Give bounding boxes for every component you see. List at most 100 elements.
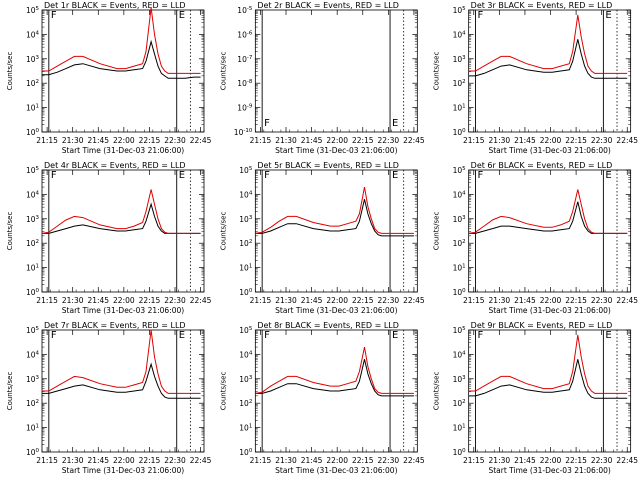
y-axis-label: Counts/sec: [433, 52, 441, 91]
x-tick-label: 22:45: [616, 296, 638, 305]
plot-frame: [41, 169, 205, 293]
y-tick-label: 105: [239, 166, 253, 175]
marker-label-f: F: [264, 330, 270, 341]
x-tick-label: 21:15: [36, 296, 58, 305]
x-tick-label: 22:15: [139, 136, 161, 145]
y-axis-label: Counts/sec: [433, 212, 441, 251]
x-tick-label: 21:30: [62, 456, 84, 465]
x-tick-label: 22:00: [540, 136, 562, 145]
x-tick-label: 22:15: [139, 296, 161, 305]
x-tick-label: 22:30: [164, 136, 186, 145]
detector-panel-det7: Det 7r BLACK = Events, RED = LLD 100 101 10…: [6, 321, 212, 475]
y-tick-label: 103: [26, 55, 40, 64]
x-tick-label: 21:45: [514, 296, 536, 305]
y-tick-label: 101: [453, 424, 466, 433]
panel-title: Det 8r BLACK = Events, RED = LLD: [257, 321, 399, 330]
y-tick-label: 103: [453, 375, 467, 384]
marker-label-f: F: [264, 118, 270, 129]
series-line-events: [255, 359, 414, 397]
x-axis-label: Start Time (31-Dec-03 21:06:00): [275, 466, 397, 475]
y-tick-label: 105: [453, 166, 467, 175]
marker-label-e: E: [605, 10, 611, 21]
y-tick-label: 102: [239, 239, 252, 248]
plot-frame: [254, 169, 418, 293]
y-tick-label: 104: [453, 190, 467, 199]
x-tick-label: 22:15: [565, 296, 587, 305]
series-line-lld: [468, 189, 628, 234]
x-tick-label: 21:30: [62, 136, 84, 145]
x-axis-label: Start Time (31-Dec-03 21:06:00): [488, 306, 610, 315]
x-tick-label: 21:45: [87, 136, 109, 145]
x-tick-label: 22:45: [616, 136, 638, 145]
y-tick-label: 101: [26, 264, 39, 273]
y-tick-label: 100: [239, 448, 253, 457]
detector-panel-det3: Det 3r BLACK = Events, RED = LLD 100 101 10…: [433, 1, 639, 155]
x-tick-label: 21:30: [489, 296, 511, 305]
x-axis-label: Start Time (31-Dec-03 21:06:00): [275, 306, 397, 315]
marker-label-e: E: [392, 118, 398, 129]
x-tick-label: 22:45: [403, 456, 425, 465]
marker-label-f: F: [51, 10, 57, 21]
y-tick-label: 10-6: [237, 30, 253, 39]
y-tick-label: 105: [26, 326, 40, 335]
x-tick-label: 22:15: [565, 456, 587, 465]
x-tick-label: 22:00: [540, 456, 562, 465]
series-line-lld: [468, 14, 628, 74]
panel-title: Det 5r BLACK = Events, RED = LLD: [257, 161, 399, 170]
x-tick-label: 22:30: [591, 136, 613, 145]
y-tick-label: 105: [453, 6, 467, 15]
marker-label-e: E: [179, 170, 185, 181]
detector-panel-det4: Det 4r BLACK = Events, RED = LLD 100 101 10…: [6, 161, 212, 315]
x-tick-label: 21:45: [301, 136, 323, 145]
y-tick-label: 102: [453, 399, 466, 408]
x-tick-label: 22:00: [113, 136, 135, 145]
y-tick-label: 105: [26, 166, 40, 175]
x-tick-label: 22:00: [540, 296, 562, 305]
y-tick-label: 101: [239, 264, 252, 273]
x-tick-label: 21:30: [275, 456, 297, 465]
detector-panel-det8: Det 8r BLACK = Events, RED = LLD 100 101 10…: [219, 321, 425, 475]
x-tick-label: 22:45: [403, 296, 425, 305]
x-tick-label: 22:00: [113, 296, 135, 305]
detector-panel-det1: Det 1r BLACK = Events, RED = LLD 100 101 10…: [6, 1, 212, 155]
x-tick-label: 22:30: [591, 456, 613, 465]
x-tick-label: 21:45: [301, 456, 323, 465]
x-tick-label: 22:45: [616, 456, 638, 465]
x-tick-label: 22:00: [326, 296, 348, 305]
panel-title: Det 9r BLACK = Events, RED = LLD: [471, 321, 613, 330]
x-tick-label: 22:15: [352, 296, 374, 305]
series-line-events: [42, 362, 201, 399]
x-tick-label: 22:30: [378, 456, 400, 465]
marker-label-f: F: [51, 330, 57, 341]
marker-label-e: E: [392, 170, 398, 181]
y-tick-label: 104: [239, 350, 253, 359]
y-tick-label: 10-5: [237, 6, 253, 15]
x-tick-label: 21:15: [250, 296, 272, 305]
plot-frame: [468, 329, 632, 453]
x-tick-label: 22:15: [352, 136, 374, 145]
x-tick-label: 22:30: [378, 136, 400, 145]
y-tick-label: 104: [453, 350, 467, 359]
panel-title: Det 4r BLACK = Events, RED = LLD: [44, 161, 186, 170]
y-tick-label: 105: [239, 326, 253, 335]
x-tick-label: 22:15: [139, 456, 161, 465]
detector-panel-det2: Det 2r BLACK = Events, RED = LLD 10-10 10-…: [219, 1, 425, 155]
y-tick-label: 100: [453, 448, 467, 457]
y-axis-label: Counts/sec: [6, 372, 14, 411]
series-line-events: [255, 199, 414, 237]
y-tick-label: 104: [453, 30, 467, 39]
panel-title: Det 7r BLACK = Events, RED = LLD: [44, 321, 186, 330]
x-tick-label: 22:15: [565, 136, 587, 145]
marker-label-e: E: [179, 330, 185, 341]
y-tick-label: 103: [453, 55, 467, 64]
x-tick-label: 22:30: [378, 296, 400, 305]
y-tick-label: 10-7: [237, 55, 253, 64]
series-line-lld: [42, 7, 201, 74]
y-tick-label: 104: [26, 30, 40, 39]
panel-title: Det 3r BLACK = Events, RED = LLD: [471, 1, 613, 10]
y-axis-label: Counts/sec: [219, 372, 227, 411]
x-tick-label: 21:15: [463, 456, 485, 465]
y-tick-label: 103: [453, 215, 467, 224]
x-tick-label: 21:45: [514, 456, 536, 465]
